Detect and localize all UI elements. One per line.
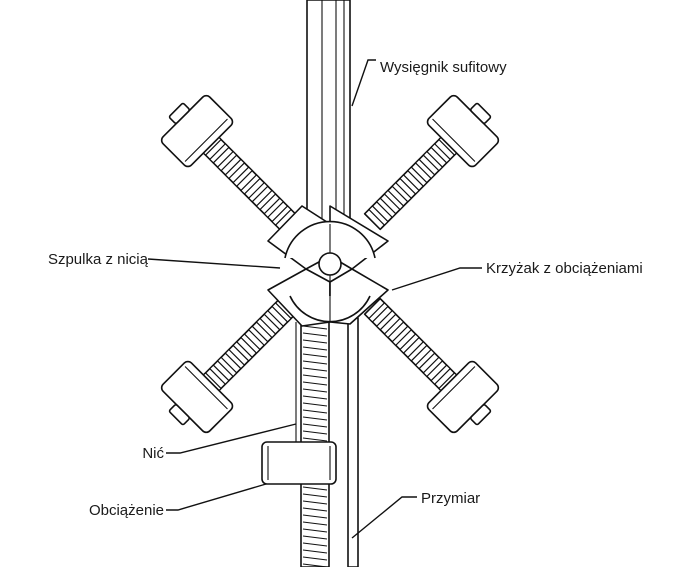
rod-thread-tick [302,437,328,442]
arm-end-cap [470,102,492,124]
rod-thread-tick [302,521,328,526]
arm-end-cap [168,102,190,124]
rod-thread-tick [302,346,328,351]
rod-thread-tick [302,493,328,498]
arm-thread-segment [208,364,230,386]
arm-thread-segment [414,158,436,180]
rod-thread-tick [302,332,328,337]
rod-thread-tick [302,528,328,533]
rod-thread-tick [302,507,328,512]
arm-end-cap [168,404,190,426]
rod-thread-tick [302,388,328,393]
arm-thread-segment [391,181,413,203]
rod-thread-tick [302,486,328,491]
arm-end-cap [470,404,492,426]
label-ceiling-boom: Wysięgnik sufitowy [380,59,507,76]
leader-lines [147,59,482,539]
arm-thread-segment [271,205,292,226]
arm-thread-segment [422,150,444,172]
rod-thread-tick [302,353,328,358]
arm-thread-segment [224,348,246,370]
rod-thread-tick [302,430,328,435]
cross-arm [363,94,500,231]
arm-thread-segment [263,197,285,219]
rod-thread-tick [302,381,328,386]
arm-thread-segment [216,356,238,378]
arm-thread-segment [208,142,230,164]
rod-thread-tick [302,556,328,561]
label-ruler: Przymiar [421,490,480,507]
label-thread: Nić [142,445,164,462]
arm-thread-segment [375,197,397,219]
arm-thread-segment [232,340,254,362]
arm-thread-segment [406,340,428,362]
arm-thread-segment [368,302,389,323]
arm-thread-segment [232,166,254,188]
arm-thread-segment [216,150,238,172]
arm-end-weight-edge [432,118,476,162]
label-weight: Obciążenie [89,502,164,519]
arm-thread-segment [406,166,428,188]
arm-thread-segment [430,142,452,164]
arm-thread-segment [383,317,405,339]
hanging-weight [261,441,337,485]
rod-thread-tick [302,395,328,400]
rod-thread-tick [302,549,328,554]
cross-arm [363,297,500,434]
arm-thread-segment [247,181,269,203]
arm-thread-segment [430,364,452,386]
ceiling-boom [306,0,351,231]
rod-thread-tick [302,500,328,505]
rod-thread-tick [302,325,328,330]
rod-thread-tick [302,339,328,344]
arm-end-weight-edge [184,118,228,162]
thread-spool [318,252,342,276]
label-thread-spool: Szpulka z nicią [48,251,149,268]
arm-thread-segment [240,174,261,195]
arm-thread-segment [255,189,277,211]
rod-thread-tick [302,416,328,421]
rod-thread-tick [302,535,328,540]
arm-thread-segment [422,356,444,378]
rod-thread-tick [302,360,328,365]
rod-thread-tick [302,542,328,547]
rod-thread-tick [302,402,328,407]
ruler [347,317,359,567]
arm-thread-segment [414,348,436,370]
cross-arms [160,94,500,434]
rod-thread-tick [302,374,328,379]
label-cross-with-weights: Krzyżak z obciążeniami [486,260,643,277]
arm-thread-segment [271,302,292,323]
arm-end-weight-edge [184,366,228,410]
cross-arm [160,297,297,434]
rod-thread-tick [302,423,328,428]
rod-thread-tick [302,367,328,372]
arm-thread-segment [399,333,420,354]
arm-thread-segment [240,333,261,354]
arm-thread-segment [224,158,246,180]
arm-thread-segment [375,309,397,331]
rod-thread-tick [302,409,328,414]
arm-thread-segment [399,174,420,195]
arm-thread-segment [255,317,277,339]
arm-thread-segment [368,205,389,226]
arm-thread-segment [391,325,413,347]
cross-hub [267,205,389,327]
cross-arm [160,94,297,231]
arm-end-weight-edge [432,366,476,410]
arm-thread-segment [263,309,285,331]
rod-thread-tick [302,514,328,519]
arm-thread-segment [383,189,405,211]
arm-thread-segment [247,325,269,347]
